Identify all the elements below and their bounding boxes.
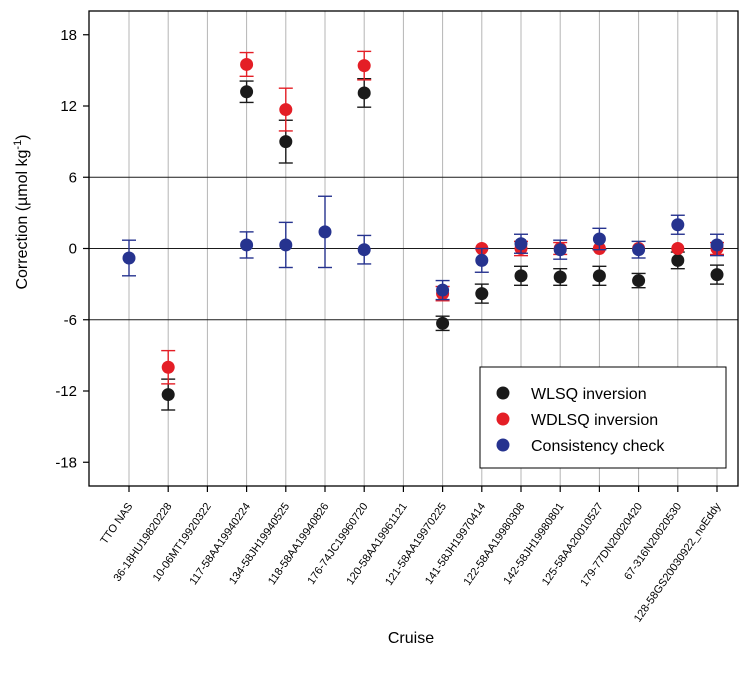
wdlsq-inversion-point <box>671 242 685 255</box>
wlsq-inversion-point <box>592 269 606 283</box>
wlsq-inversion-point <box>671 253 685 267</box>
y-tick-label: -12 <box>55 383 77 400</box>
x-axis: TTO NAS36-18HU1982022810-06MT19920322117… <box>98 486 724 624</box>
wdlsq-inversion-point <box>279 103 293 117</box>
y-tick-label: -18 <box>55 454 77 471</box>
y-axis-label-close: ) <box>14 134 31 139</box>
y-tick-label: 6 <box>69 169 77 186</box>
y-axis-label-superscript: -1 <box>12 140 24 150</box>
x-tick-label: TTO NAS <box>98 501 135 547</box>
wlsq-inversion-point <box>279 135 293 149</box>
consistency-check-point <box>592 232 606 246</box>
consistency-check-point <box>514 237 528 251</box>
wdlsq-inversion-point <box>161 360 175 374</box>
consistency-check-point <box>357 243 371 257</box>
consistency-check-point <box>475 253 489 267</box>
wlsq-inversion-point <box>632 274 646 288</box>
consistency-check-point <box>122 251 136 265</box>
y-axis-label-main: Correction (µmol kg <box>14 150 31 290</box>
y-tick-label: -6 <box>64 312 77 329</box>
wdlsq-inversion-point <box>357 59 371 73</box>
consistency-check-point <box>279 238 293 252</box>
y-axis-label: Correction (µmol kg-1) <box>12 134 31 289</box>
y-tick-label: 18 <box>60 27 77 44</box>
consistency-check-point <box>671 218 685 232</box>
wlsq-inversion-point <box>240 85 254 99</box>
x-axis-label: Cruise <box>388 630 434 647</box>
consistency-check-point <box>436 283 450 297</box>
wdlsq-inversion-point <box>240 57 254 71</box>
wlsq-inversion-point <box>514 269 528 283</box>
legend-marker-wlsq-inversion <box>496 386 510 400</box>
wlsq-inversion-point <box>710 268 724 282</box>
consistency-check-point <box>318 225 332 239</box>
legend-label-consistency-check: Consistency check <box>531 438 665 455</box>
wlsq-inversion-point <box>553 270 567 284</box>
y-axis: -18 -12 -6 0 6 12 18 <box>55 27 89 471</box>
wlsq-inversion-point <box>357 86 371 100</box>
legend-label-wdlsq-inversion: WDLSQ inversion <box>531 412 658 429</box>
consistency-check-point <box>240 238 254 252</box>
legend: WLSQ inversion WDLSQ inversion Consistency… <box>479 366 727 469</box>
wlsq-inversion-point <box>161 388 175 402</box>
wlsq-inversion-point <box>475 287 489 301</box>
wlsq-inversion-point <box>436 316 450 330</box>
data-marks <box>122 50 724 411</box>
legend-marker-consistency-check <box>496 438 510 452</box>
legend-box <box>479 366 727 469</box>
y-tick-label: 0 <box>69 241 77 258</box>
consistency-check-point <box>553 243 567 257</box>
y-tick-label: 12 <box>60 98 77 115</box>
legend-items: WLSQ inversion WDLSQ inversion Consistency… <box>496 386 665 455</box>
consistency-check-point <box>632 243 646 257</box>
legend-marker-wdlsq-inversion <box>496 412 510 426</box>
consistency-check-point <box>710 238 724 252</box>
legend-label-wlsq-inversion: WLSQ inversion <box>531 386 647 403</box>
